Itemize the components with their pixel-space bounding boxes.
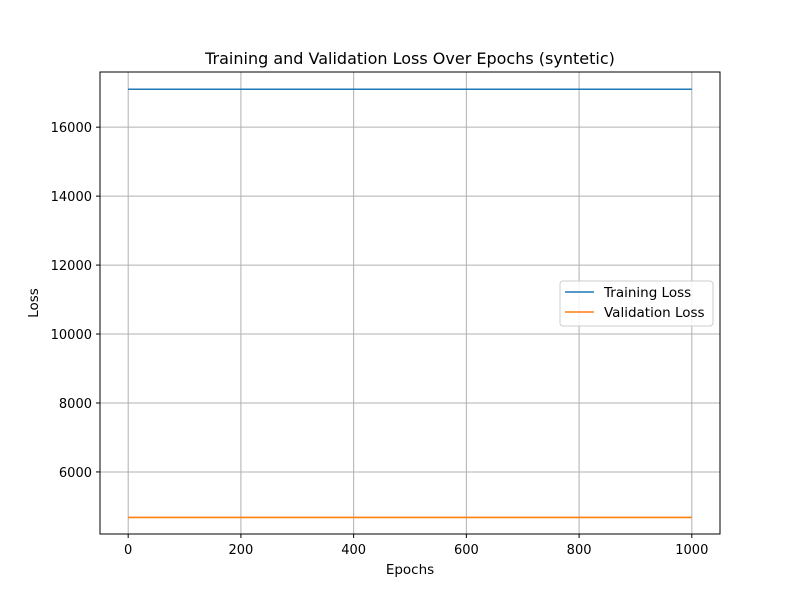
axis-ticks: 0 200 400 600 800 1000 6000 8000 10000 12000 14000… [51, 121, 709, 558]
y-tick-label: 16000 [51, 121, 92, 136]
series-lines [128, 88, 692, 519]
legend-label: Validation Loss [604, 305, 705, 321]
x-tick-label: 0 [124, 543, 132, 558]
x-axis-title: Epochs [386, 562, 434, 578]
x-tick-label: 1000 [675, 543, 708, 558]
y-axis-title: Loss [26, 288, 42, 318]
chart-title: Training and Validation Loss Over Epochs… [204, 49, 615, 68]
legend-label: Training Loss [603, 285, 691, 301]
y-tick-label: 14000 [51, 190, 92, 205]
y-tick-label: 6000 [59, 466, 92, 481]
x-tick-label: 800 [567, 543, 592, 558]
x-tick-label: 200 [228, 543, 253, 558]
x-tick-label: 400 [341, 543, 366, 558]
legend: Training Loss Validation Loss [559, 280, 714, 327]
y-tick-label: 8000 [59, 397, 92, 412]
legend-box [559, 280, 714, 327]
y-tick-label: 10000 [51, 328, 92, 343]
plot-frame [99, 71, 721, 535]
y-tick-label: 12000 [51, 259, 92, 274]
x-tick-label: 600 [454, 543, 479, 558]
